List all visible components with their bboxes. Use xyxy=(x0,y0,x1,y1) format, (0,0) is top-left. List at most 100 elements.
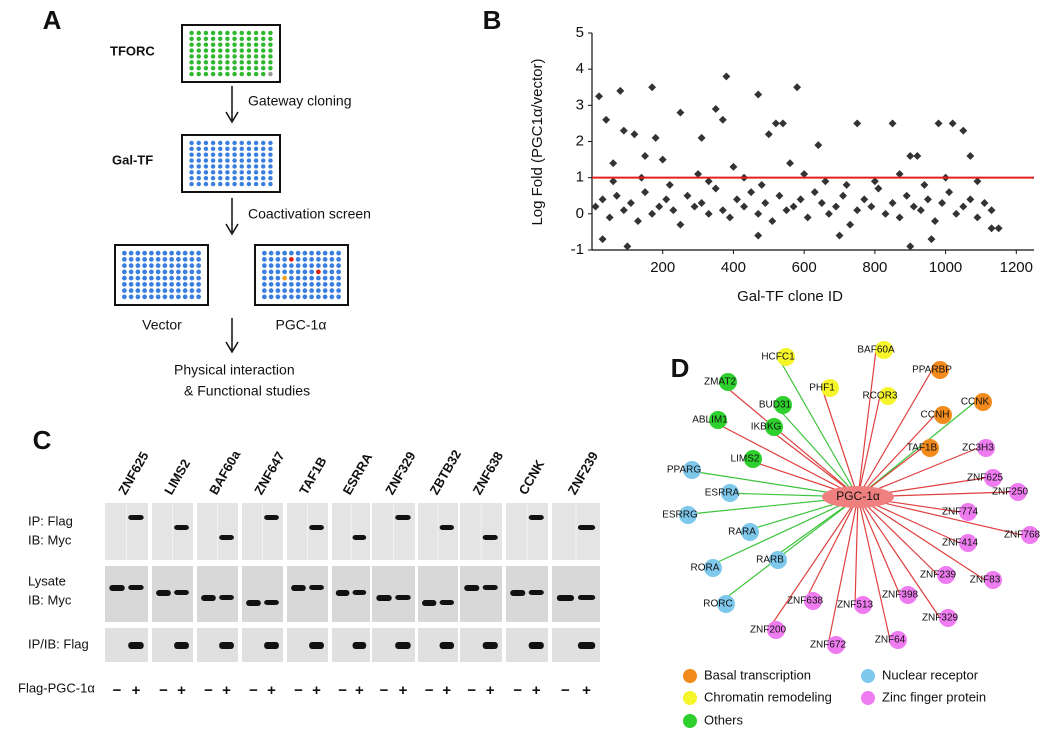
point xyxy=(839,191,848,200)
point xyxy=(778,119,787,128)
well xyxy=(203,60,209,65)
band xyxy=(174,525,189,530)
point xyxy=(655,202,664,211)
node-label: ZNF768 xyxy=(1004,530,1041,541)
well xyxy=(336,269,341,275)
point xyxy=(906,242,915,251)
well xyxy=(122,288,127,293)
point xyxy=(870,177,879,186)
x-tick-label: 1200 xyxy=(1000,259,1033,276)
point xyxy=(923,195,932,204)
well xyxy=(218,30,223,36)
well xyxy=(239,146,244,152)
well xyxy=(239,170,244,175)
well xyxy=(196,275,201,281)
node xyxy=(879,387,897,405)
well xyxy=(142,263,147,268)
point xyxy=(623,242,632,251)
point xyxy=(697,133,706,142)
well xyxy=(176,282,181,287)
node xyxy=(709,411,727,429)
well xyxy=(210,152,216,157)
well xyxy=(282,294,287,300)
point xyxy=(598,195,607,204)
well xyxy=(225,175,230,181)
well xyxy=(232,146,237,152)
well xyxy=(218,36,223,42)
well xyxy=(196,42,201,47)
point xyxy=(609,177,618,186)
well xyxy=(196,146,201,152)
legend-label: Others xyxy=(704,712,744,727)
well xyxy=(232,48,237,53)
well xyxy=(309,294,314,300)
well xyxy=(128,269,134,275)
well xyxy=(268,42,273,47)
well xyxy=(210,170,216,175)
well xyxy=(218,181,223,187)
edge xyxy=(827,496,859,646)
edge xyxy=(857,414,936,498)
node-label: RORA xyxy=(691,563,720,574)
well xyxy=(149,288,154,293)
point xyxy=(683,191,692,200)
well xyxy=(203,54,209,59)
well xyxy=(253,181,259,187)
point xyxy=(832,202,840,211)
band xyxy=(335,590,350,596)
band xyxy=(422,600,437,606)
well xyxy=(268,175,273,181)
well xyxy=(182,250,188,256)
legend-swatch xyxy=(861,691,875,705)
well xyxy=(128,250,134,256)
well xyxy=(122,294,127,300)
well xyxy=(246,175,252,181)
well xyxy=(169,294,174,300)
point xyxy=(591,202,600,211)
well xyxy=(218,65,223,71)
well xyxy=(253,48,259,53)
node-label: HCFC1 xyxy=(761,352,795,363)
well xyxy=(268,140,273,146)
well xyxy=(275,282,281,287)
well xyxy=(329,263,335,268)
node-label: IKBKG xyxy=(751,422,782,433)
well xyxy=(196,48,201,53)
well xyxy=(289,257,294,262)
node-label: ZNF250 xyxy=(992,487,1029,498)
well xyxy=(246,146,252,152)
point xyxy=(754,231,763,240)
sign: + xyxy=(486,682,495,699)
node xyxy=(1009,483,1027,501)
node-label: ZNF672 xyxy=(810,640,847,651)
point xyxy=(966,195,975,204)
node xyxy=(719,373,737,391)
point xyxy=(867,202,876,211)
well xyxy=(309,288,314,293)
well xyxy=(309,263,314,268)
point xyxy=(959,202,968,211)
well xyxy=(225,71,230,77)
node xyxy=(939,609,957,627)
well xyxy=(275,257,281,262)
well xyxy=(261,175,266,181)
well xyxy=(203,48,209,53)
well xyxy=(218,158,223,163)
point xyxy=(704,177,713,186)
point xyxy=(718,206,727,215)
well xyxy=(268,269,274,275)
well xyxy=(239,54,244,59)
well xyxy=(142,275,147,281)
band xyxy=(264,515,279,520)
point xyxy=(796,195,805,204)
well xyxy=(189,170,194,175)
node-label: ZNF774 xyxy=(942,507,979,518)
well xyxy=(162,269,168,275)
point xyxy=(853,206,862,215)
well xyxy=(225,48,230,53)
center-node xyxy=(822,486,894,508)
well xyxy=(246,140,252,146)
well xyxy=(316,257,321,262)
edge xyxy=(709,419,859,498)
